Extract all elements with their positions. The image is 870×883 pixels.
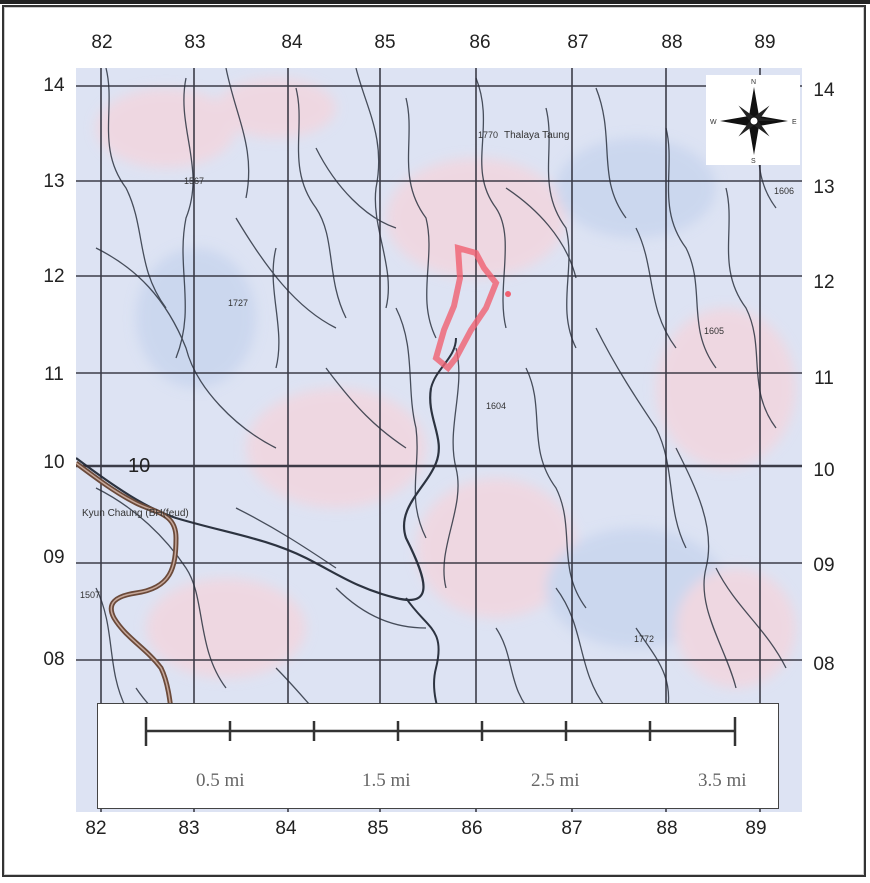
grid-label-left: 13: [43, 171, 65, 192]
grid-label-bottom: 87: [561, 818, 583, 839]
grid-label-bottom: 85: [367, 818, 389, 839]
map-canvas: 10: [76, 68, 802, 812]
grid-label-bottom: 88: [656, 818, 678, 839]
grid-lines: [76, 68, 802, 812]
compass-n-label: N: [751, 79, 756, 86]
spot-height-label: 1772: [634, 634, 655, 644]
spot-height-label: 1507: [80, 590, 101, 600]
grid-label-bottom: 89: [745, 818, 767, 839]
compass-s-label: S: [751, 158, 756, 165]
grid-label-right: 08: [813, 654, 835, 675]
grid-label-right: 14: [813, 80, 835, 101]
scale-bar: 0.5 mi 1.5 mi 2.5 mi 3.5 mi: [97, 703, 779, 809]
grid-label-bottom: 83: [178, 818, 200, 839]
scale-label: 1.5 mi: [362, 770, 411, 791]
grid-label-top: 85: [374, 32, 396, 53]
grid-label-right: 10: [813, 460, 835, 481]
grid-label-left: 09: [43, 547, 65, 568]
top-rule: [0, 0, 870, 4]
grid-label-top: 89: [754, 32, 776, 53]
site-boundary-polygon: [432, 243, 511, 373]
scale-label: 3.5 mi: [698, 770, 747, 791]
compass-rose: N S E W: [706, 75, 800, 165]
scale-label: 2.5 mi: [531, 770, 580, 791]
peak-name-label: Thalaya Taung: [504, 130, 570, 141]
spot-height-label: 1604: [486, 401, 507, 411]
compass-w-label: W: [710, 119, 717, 126]
inner-grid-label-10: 10: [128, 455, 150, 477]
grid-label-right: 12: [813, 272, 835, 293]
stream-name-label: Kyun Chaung (BH(feud): [82, 508, 189, 519]
compass-star-icon: N S E W: [710, 79, 797, 165]
spot-height-label: 1727: [228, 298, 249, 308]
grid-label-bottom: 86: [461, 818, 483, 839]
boundary-line: [76, 460, 179, 749]
spot-height-label: 1770: [478, 130, 499, 140]
grid-label-top: 87: [567, 32, 589, 53]
scale-label: 0.5 mi: [196, 770, 245, 791]
grid-label-right: 09: [813, 555, 835, 576]
grid-label-left: 14: [43, 75, 65, 96]
grid-label-top: 84: [281, 32, 303, 53]
scale-bar-ruler: [144, 717, 737, 746]
grid-label-top: 82: [91, 32, 113, 53]
terrain-shading: [96, 78, 796, 688]
grid-label-bottom: 82: [85, 818, 107, 839]
grid-label-top: 86: [469, 32, 491, 53]
grid-label-top: 88: [661, 32, 683, 53]
compass-e-label: E: [792, 119, 797, 126]
spot-height-label: 1605: [704, 326, 725, 336]
grid-label-left: 10: [43, 452, 65, 473]
grid-label-left: 12: [43, 266, 65, 287]
grid-label-top: 83: [184, 32, 206, 53]
grid-label-right: 11: [814, 368, 834, 389]
grid-label-bottom: 84: [275, 818, 297, 839]
grid-label-right: 13: [813, 177, 835, 198]
grid-label-left: 08: [43, 649, 65, 670]
spot-height-label: 1606: [774, 186, 795, 196]
grid-label-left: 11: [44, 364, 64, 385]
topographic-map[interactable]: 10 1770 Thalaya Taung 1567 1727 1606 160…: [76, 68, 802, 812]
spot-height-label: 1567: [184, 176, 205, 186]
map-frame: [2, 5, 866, 877]
